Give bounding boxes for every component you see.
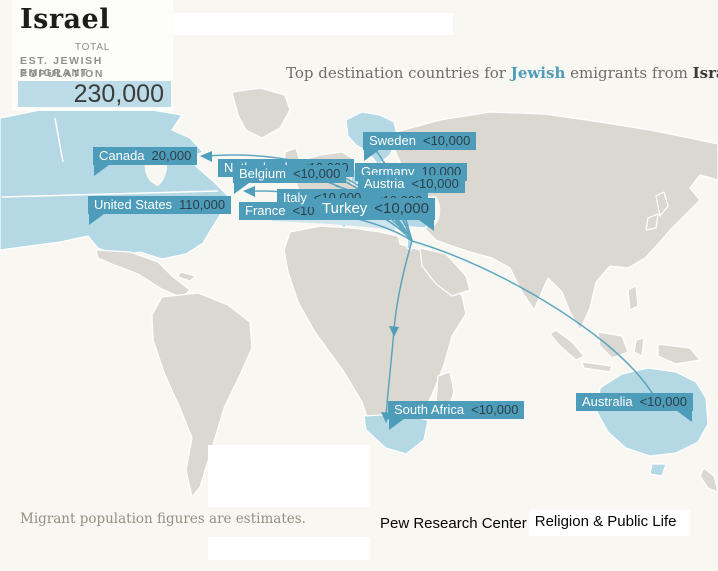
continents bbox=[0, 87, 718, 498]
map-label-belgium[interactable]: Belgium <10,000 bbox=[233, 165, 347, 194]
headline-religion: Jewish bbox=[510, 64, 566, 82]
white-patch-top bbox=[173, 13, 453, 35]
headline-origin: Israel bbox=[692, 64, 718, 82]
alaska-border bbox=[54, 117, 64, 163]
arabian-peninsula bbox=[419, 247, 471, 297]
pew-credit-religion: Religion & Public Life bbox=[528, 510, 691, 536]
pew-credit: Pew Research Center Religion & Public Li… bbox=[380, 510, 691, 536]
japan bbox=[655, 191, 669, 217]
map-label-sweden[interactable]: Sweden <10,000 bbox=[363, 132, 477, 161]
country-value: 20,000 bbox=[151, 148, 192, 163]
country-value: <10,000 bbox=[639, 394, 687, 409]
tasmania bbox=[649, 463, 667, 477]
headline-middle: emigrants from bbox=[565, 64, 693, 82]
philippines bbox=[627, 285, 639, 311]
us-canada-border bbox=[1, 190, 219, 198]
country-value: <10,000 bbox=[374, 200, 429, 217]
country-name: Austria bbox=[364, 176, 405, 191]
emigrant-population-label-line1: EST. JEWISH EMIGRANT bbox=[20, 55, 103, 79]
japan-south bbox=[645, 213, 659, 231]
map-headline: Top destination countries for Jewish emi… bbox=[286, 64, 718, 82]
sumatra bbox=[549, 329, 585, 361]
headline-prefix: Top destination countries for bbox=[286, 64, 511, 82]
country-shape-north-america[interactable] bbox=[0, 104, 229, 260]
country-shape-greenland bbox=[231, 87, 291, 139]
country-name: Canada bbox=[99, 148, 145, 163]
country-value: 110,000 bbox=[179, 197, 226, 212]
country-name: Australia bbox=[582, 394, 633, 409]
country-name: Turkey bbox=[322, 200, 368, 217]
new-guinea bbox=[657, 343, 701, 365]
total-label: TOTAL bbox=[74, 42, 111, 53]
country-name: United States bbox=[94, 197, 173, 212]
country-name: Sweden bbox=[369, 133, 416, 148]
map-label-canada[interactable]: Canada 20,000 bbox=[93, 147, 198, 176]
region-shape-africa bbox=[283, 225, 467, 449]
country-value: <10,000 bbox=[471, 402, 519, 417]
country-value: <10,000 bbox=[292, 166, 341, 181]
flow-line-australia bbox=[411, 240, 656, 399]
country-name: South Africa bbox=[394, 402, 465, 417]
country-name: Belgium bbox=[239, 166, 286, 181]
origin-country-title: Israel bbox=[20, 4, 110, 35]
country-shape-mexico bbox=[95, 249, 191, 299]
white-patch-middle bbox=[208, 445, 370, 507]
country-value: <10,000 bbox=[422, 133, 471, 148]
arrow-canada bbox=[200, 151, 212, 162]
arrow-africa-mid bbox=[389, 326, 399, 337]
borneo bbox=[597, 331, 629, 359]
country-name: France bbox=[245, 203, 286, 218]
map-label-austria[interactable]: Austria <10,000 bbox=[358, 175, 465, 193]
country-shape-south-america bbox=[151, 292, 253, 498]
total-value-box: 230,000 bbox=[18, 81, 171, 107]
sulawesi bbox=[633, 337, 645, 357]
origin-country-panel: Israel TOTAL EST. JEWISH EMIGRANT POPULA… bbox=[12, 0, 173, 111]
arrow-united-states bbox=[243, 186, 255, 197]
new-zealand bbox=[699, 467, 718, 493]
country-name: Italy bbox=[283, 190, 307, 205]
total-emigrant-value: 230,000 bbox=[73, 80, 164, 108]
map-label-australia[interactable]: Australia <10,000 bbox=[576, 393, 693, 422]
map-label-turkey[interactable]: Turkey <10,000 bbox=[316, 198, 435, 231]
white-patch-bottom bbox=[208, 537, 370, 560]
estimates-note: Migrant population figures are estimates… bbox=[20, 511, 306, 527]
cuba bbox=[177, 271, 197, 282]
java bbox=[581, 361, 613, 373]
country-value: <10,000 bbox=[411, 176, 459, 191]
emigrant-population-label-line2: POPULATION bbox=[20, 68, 105, 80]
map-label-south-africa[interactable]: South Africa <10,000 bbox=[388, 401, 525, 430]
pew-credit-center: Pew Research Center bbox=[380, 514, 527, 532]
map-label-united-states[interactable]: United States 110,000 bbox=[88, 196, 232, 225]
country-shape-australia[interactable] bbox=[596, 367, 709, 457]
